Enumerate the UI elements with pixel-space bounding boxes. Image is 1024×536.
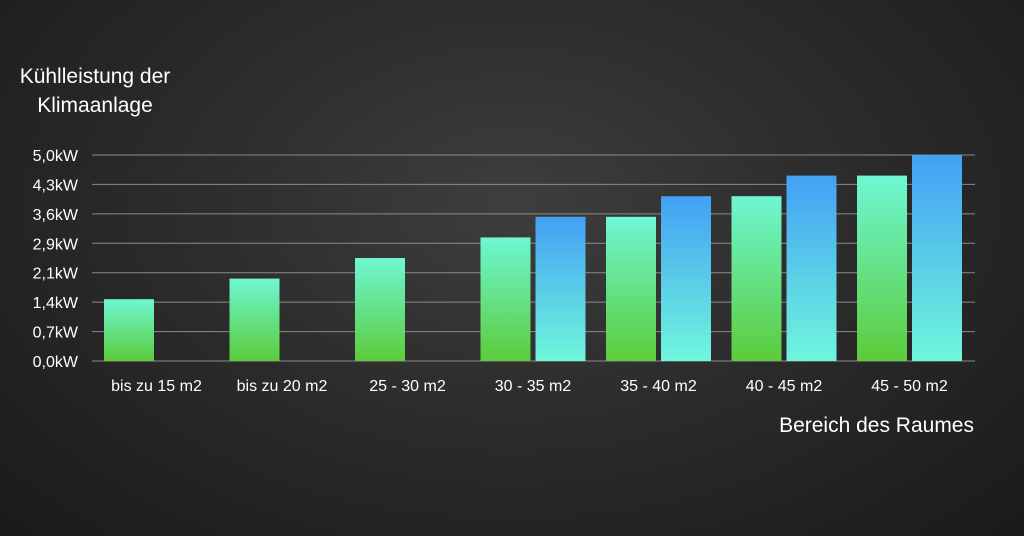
- x-tick-label: bis zu 20 m2: [237, 378, 328, 395]
- y-tick-label: 5,0kW: [33, 148, 79, 165]
- y-axis-title: Kühlleistung der Klimaanlage: [0, 62, 190, 120]
- y-axis-title-line-1: Kühlleistung der: [19, 65, 171, 88]
- y-tick-label: 4,3kW: [33, 177, 79, 194]
- x-tick-label: 25 - 30 m2: [369, 378, 446, 395]
- bars: [104, 155, 962, 361]
- bar-series-1: [229, 278, 280, 361]
- bar-series-1: [606, 216, 656, 361]
- bar-series-2: [912, 155, 962, 361]
- bar-series-1: [857, 175, 907, 361]
- y-tick-label: 3,6kW: [33, 207, 79, 224]
- x-tick-label: 35 - 40 m2: [620, 378, 697, 395]
- y-tick-label: 2,1kW: [33, 266, 79, 283]
- x-axis-ticks: bis zu 15 m2 bis zu 20 m2 25 - 30 m2 30 - 3…: [111, 378, 948, 395]
- bar-series-1: [731, 196, 782, 361]
- bar-series-2: [786, 175, 837, 361]
- x-tick-label: bis zu 15 m2: [111, 378, 202, 395]
- gridlines: [92, 154, 975, 362]
- bar-series-2: [535, 216, 586, 361]
- x-tick-label: 45 - 50 m2: [871, 378, 948, 395]
- bar-series-2: [661, 196, 711, 361]
- bar-series-1: [480, 237, 531, 361]
- y-tick-label: 1,4kW: [33, 295, 79, 312]
- bar-series-1: [104, 299, 154, 361]
- y-tick-label: 2,9kW: [33, 236, 79, 253]
- y-axis-title-line-2: Klimaanlage: [37, 94, 153, 117]
- x-tick-label: 30 - 35 m2: [495, 378, 572, 395]
- y-tick-label: 0,0kW: [33, 354, 79, 371]
- bar-series-1: [355, 258, 405, 361]
- y-axis-ticks: 5,0kW 4,3kW 3,6kW 2,9kW 2,1kW 1,4kW 0,7kW 0,0kW: [33, 148, 79, 371]
- x-axis-title: Bereich des Raumes: [779, 414, 974, 437]
- y-tick-label: 0,7kW: [33, 325, 79, 342]
- x-tick-label: 40 - 45 m2: [746, 378, 823, 395]
